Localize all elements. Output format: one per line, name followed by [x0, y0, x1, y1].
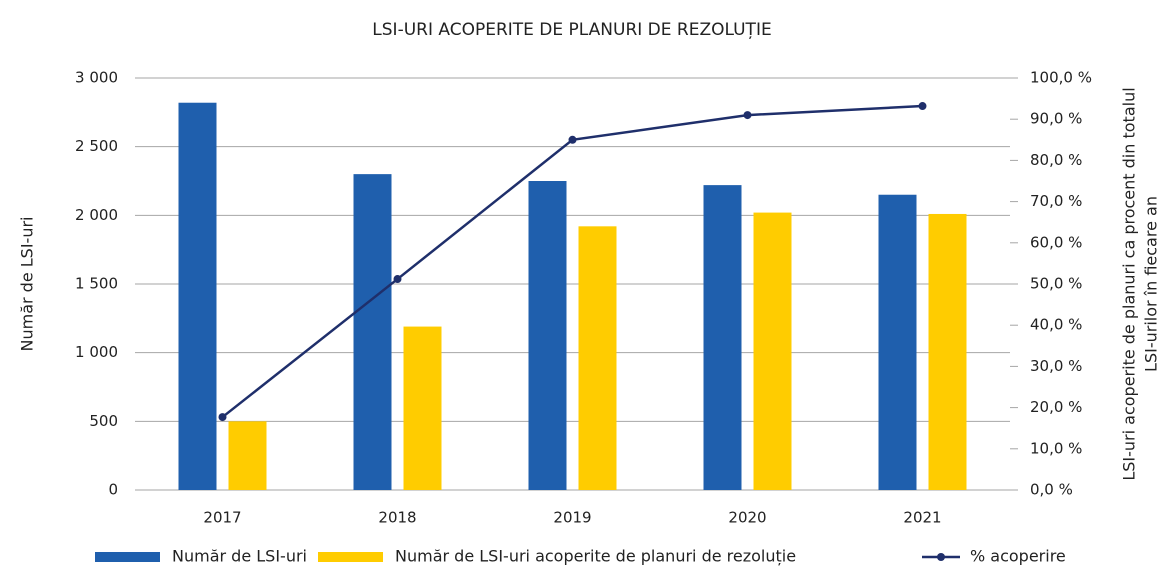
- bar: [353, 174, 392, 490]
- bar: [178, 102, 217, 490]
- y-axis-label: Număr de LSI-uri: [18, 217, 37, 352]
- line: [221, 104, 923, 419]
- bar: [228, 421, 267, 490]
- legend-swatch: [937, 553, 945, 561]
- y-tick-label: 2 000: [75, 206, 118, 224]
- bar: [528, 181, 567, 490]
- bar: [753, 212, 792, 490]
- y-tick-label: 1 000: [75, 343, 118, 361]
- legend-label: % acoperire: [970, 547, 1066, 566]
- bar: [928, 213, 967, 490]
- y-tick-label: 0: [108, 481, 118, 499]
- x-tick-label: 2017: [203, 509, 241, 527]
- line-marker: [568, 135, 577, 144]
- line-marker: [218, 413, 227, 422]
- bar: [403, 326, 442, 490]
- y-tick-label: 1 500: [75, 275, 118, 293]
- y2-tick-label: 30,0 %: [1030, 357, 1082, 375]
- x-tick-label: 2021: [903, 509, 941, 527]
- y2-tick-label: 50,0 %: [1030, 275, 1082, 293]
- y2-axis-label: LSI-urilor în fiecare an: [1142, 196, 1161, 372]
- y2-axis-label: LSI-uri acoperite de planuri ca procent …: [1120, 87, 1139, 480]
- y2-tick-label: 60,0 %: [1030, 233, 1082, 251]
- y2-tick-label: 0,0 %: [1030, 481, 1073, 499]
- bar: [703, 185, 742, 490]
- y2-tick-label: 40,0 %: [1030, 316, 1082, 334]
- legend-label: Număr de LSI-uri: [172, 547, 307, 566]
- line-marker: [393, 275, 402, 284]
- y-tick-label: 500: [89, 412, 118, 430]
- x-tick-label: 2020: [728, 509, 766, 527]
- y2-tick-label: 20,0 %: [1030, 398, 1082, 416]
- y2-tick-label: 80,0 %: [1030, 151, 1082, 169]
- legend-swatch: [95, 552, 160, 562]
- x-tick-label: 2018: [378, 509, 416, 527]
- y2-tick-label: 70,0 %: [1030, 192, 1082, 210]
- x-tick-label: 2019: [553, 509, 591, 527]
- line-marker: [918, 102, 927, 111]
- bar: [878, 194, 917, 490]
- bar: [578, 226, 617, 490]
- chart-title: LSI-URI ACOPERITE DE PLANURI DE REZOLUȚI…: [372, 20, 771, 40]
- y-tick-label: 2 500: [75, 137, 118, 155]
- legend-label: Număr de LSI-uri acoperite de planuri de…: [395, 547, 796, 566]
- y-tick-label: 3 000: [75, 69, 118, 87]
- y2-tick-label: 90,0 %: [1030, 110, 1082, 128]
- y2-tick-label: 100,0 %: [1030, 69, 1092, 87]
- y2-tick-label: 10,0 %: [1030, 439, 1082, 457]
- line-marker: [743, 111, 752, 120]
- legend-swatch: [318, 552, 383, 562]
